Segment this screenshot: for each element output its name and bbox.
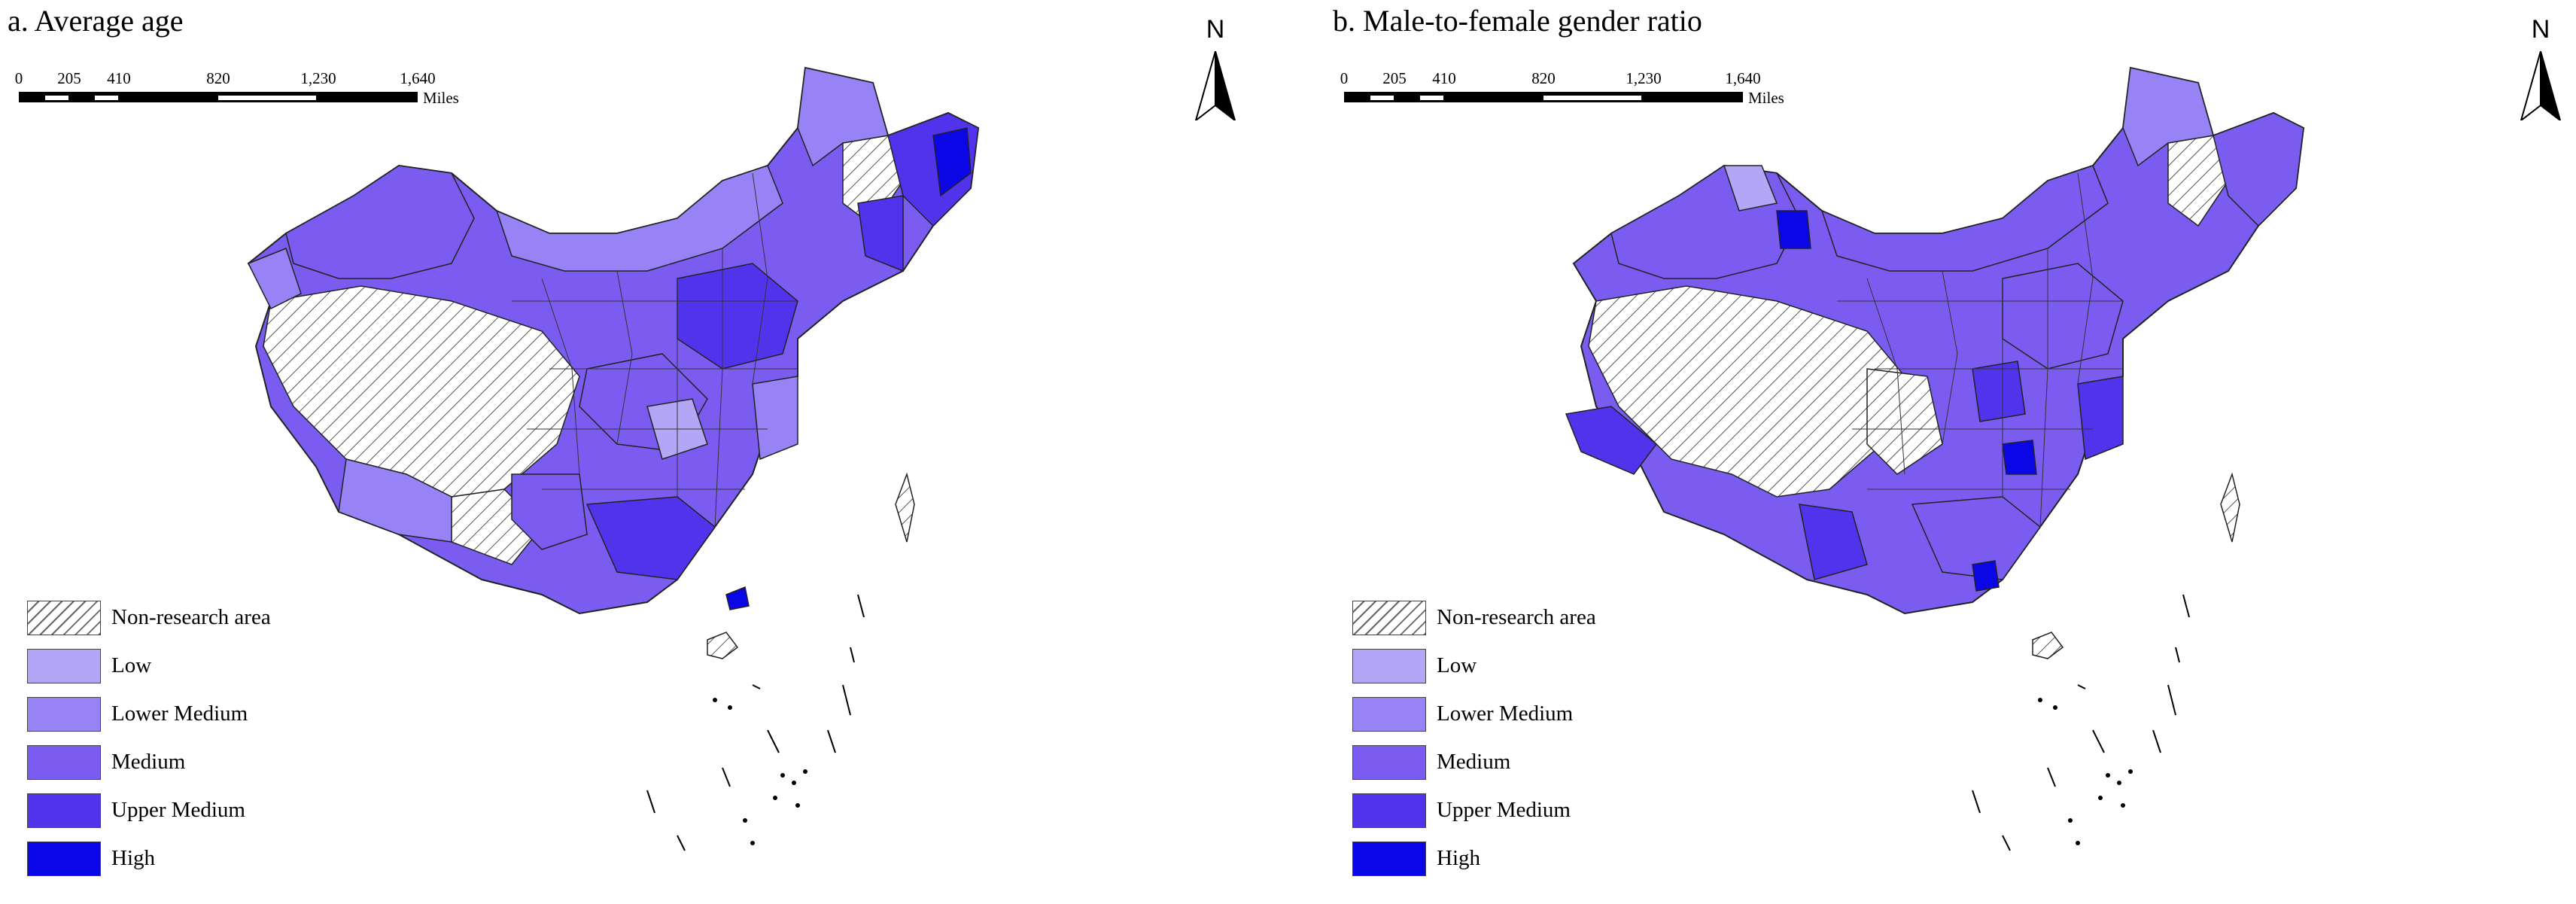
region-east-coast bbox=[2077, 376, 2124, 461]
panel-title: b. Male-to-female gender ratio bbox=[1333, 4, 1702, 38]
scale-bar: 0 205 410 820 1,230 1,640 Miles bbox=[15, 69, 497, 114]
province-boundaries bbox=[512, 172, 798, 528]
region-southwest bbox=[511, 473, 588, 550]
legend-swatch bbox=[27, 649, 101, 683]
china-map bbox=[247, 66, 980, 851]
legend-label: Non-research area bbox=[111, 605, 271, 629]
scale-tick: 0 bbox=[14, 69, 23, 87]
scale-tick: 820 bbox=[206, 69, 230, 87]
scale-tick: 1,230 bbox=[300, 69, 336, 87]
province-boundaries bbox=[1837, 172, 2123, 528]
scale-bar-graphic bbox=[1344, 92, 1743, 102]
legend-label: Low bbox=[111, 653, 152, 677]
region-south bbox=[585, 496, 716, 580]
scale-tick: 820 bbox=[1531, 69, 1556, 87]
region-jilin bbox=[857, 195, 904, 272]
legend-label: Upper Medium bbox=[1437, 798, 1571, 822]
scale-tick: 205 bbox=[1382, 69, 1407, 87]
north-arrow-icon bbox=[2520, 51, 2562, 120]
panel-title: a. Average age bbox=[8, 4, 184, 38]
south-china-sea-islands bbox=[1972, 594, 2190, 851]
region-northeast-east bbox=[2213, 112, 2304, 227]
north-arrow-icon bbox=[1194, 51, 1236, 120]
non-research-taiwan bbox=[895, 472, 915, 543]
region-south-high bbox=[1972, 560, 2000, 592]
region-tibet bbox=[338, 458, 452, 543]
north-arrow: N bbox=[2518, 15, 2563, 120]
legend-swatch bbox=[1352, 842, 1426, 876]
legend-label: Medium bbox=[111, 750, 186, 774]
legend-swatch bbox=[27, 842, 101, 876]
region-southwest bbox=[1799, 504, 1868, 580]
scale-bar-graphic bbox=[19, 92, 418, 102]
region-inner-mongolia bbox=[495, 165, 783, 272]
north-arrow: N bbox=[1193, 15, 1238, 120]
legend-label: Low bbox=[1437, 653, 1477, 677]
legend-swatch bbox=[27, 601, 101, 635]
legend-label: Upper Medium bbox=[111, 798, 245, 822]
region-xinjiang-low bbox=[1723, 165, 1778, 212]
scale-tick: 1,230 bbox=[1626, 69, 1662, 87]
map-panel-average-age: a. Average age 0 205 410 820 1,230 1,640… bbox=[8, 4, 1238, 876]
legend-label: Lower Medium bbox=[1437, 702, 1574, 726]
non-research-taiwan bbox=[2220, 472, 2240, 543]
non-research-central bbox=[1866, 368, 1943, 475]
region-central-high bbox=[2002, 440, 2037, 475]
legend-swatch bbox=[1352, 649, 1426, 683]
legend-label: High bbox=[1437, 846, 1480, 870]
non-research-hainan bbox=[2032, 632, 2064, 659]
legend-label: High bbox=[111, 846, 155, 870]
scale-tick: 1,640 bbox=[400, 69, 436, 87]
legend-label: Medium bbox=[1437, 750, 1511, 774]
region-east-coast bbox=[752, 376, 798, 461]
region-xinjiang-west bbox=[247, 248, 302, 310]
non-research-west bbox=[1588, 285, 1905, 498]
region-xinjiang-high bbox=[1776, 210, 1811, 249]
legend-swatch bbox=[1352, 745, 1426, 780]
island-dots bbox=[2038, 698, 2133, 845]
region-tibet-upper bbox=[1565, 406, 1658, 475]
legend-swatch bbox=[27, 697, 101, 732]
scale-tick: 1,640 bbox=[1725, 69, 1761, 87]
scale-tick: 205 bbox=[57, 69, 81, 87]
legend-label: Lower Medium bbox=[111, 702, 248, 726]
region-inner-mongolia bbox=[1820, 165, 2109, 272]
scale-units: Miles bbox=[423, 89, 459, 107]
region-xinjiang-north bbox=[1610, 165, 1800, 279]
south-china-sea-islands bbox=[646, 594, 865, 851]
legend-swatch bbox=[1352, 793, 1426, 828]
legend-label: Non-research area bbox=[1437, 605, 1596, 629]
north-label: N bbox=[2531, 15, 2550, 44]
scale-bar: 0 205 410 820 1,230 1,640 Miles bbox=[1340, 69, 1822, 114]
region-south bbox=[1911, 496, 2042, 580]
region-xinjiang-north bbox=[285, 165, 475, 279]
scale-tick: 0 bbox=[1340, 69, 1349, 87]
legend-swatch bbox=[1352, 697, 1426, 732]
china-map bbox=[1565, 66, 2305, 851]
north-label: N bbox=[1206, 15, 1225, 44]
scale-tick: 410 bbox=[1432, 69, 1456, 87]
non-research-hainan bbox=[707, 632, 739, 659]
scale-units: Miles bbox=[1748, 89, 1784, 107]
legend-swatch bbox=[1352, 601, 1426, 635]
legend-swatch bbox=[27, 793, 101, 828]
region-hainan-high bbox=[725, 586, 750, 610]
island-dots bbox=[713, 698, 807, 845]
scale-tick: 410 bbox=[107, 69, 131, 87]
region-central-upper bbox=[1972, 361, 2026, 422]
region-northeast-high bbox=[932, 127, 972, 197]
legend-swatch bbox=[27, 745, 101, 780]
map-panel-gender-ratio: b. Male-to-female gender ratio 0 205 410… bbox=[1325, 0, 2576, 904]
